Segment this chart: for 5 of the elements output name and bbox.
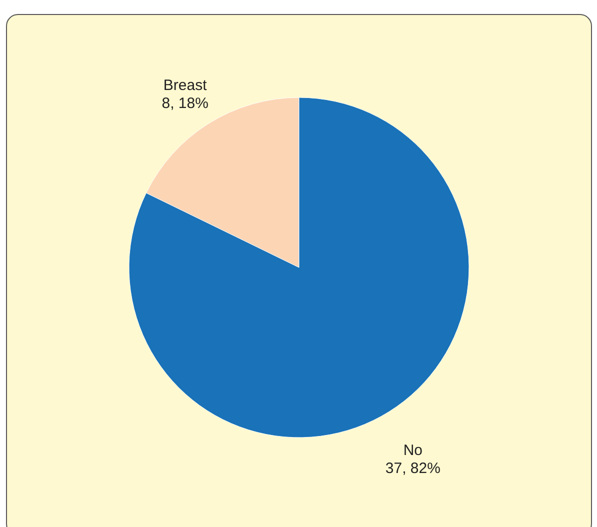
data-label: 37, 82% [385, 460, 440, 477]
slice-label: Breast [163, 77, 208, 94]
slice-label: No [403, 442, 423, 459]
data-label: 8, 18% [162, 95, 208, 112]
pie-slice [129, 97, 470, 438]
